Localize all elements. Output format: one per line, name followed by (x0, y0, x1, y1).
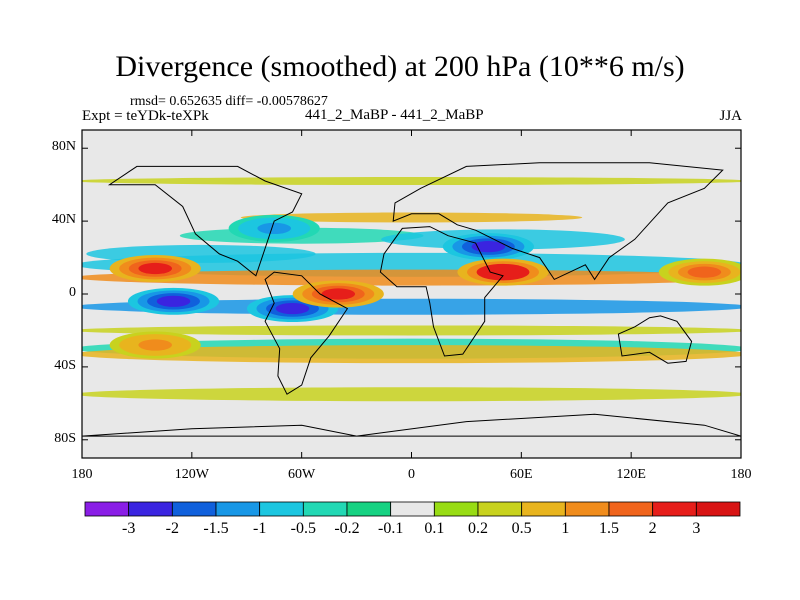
colorbar-swatch (390, 501, 435, 517)
colorbar-swatch (215, 501, 261, 517)
colorbar-swatch (84, 501, 130, 517)
central-asia-convergence-contour (471, 241, 506, 253)
coastline-5 (82, 413, 741, 437)
y-tick-label: 80S (54, 430, 76, 446)
west-pacific-divergence-contour (687, 266, 722, 278)
season-label: JJA (719, 108, 742, 124)
x-tick-label: 180 (730, 467, 752, 482)
x-tick-label: 180 (71, 467, 93, 482)
colorbar-swatch (171, 501, 217, 517)
field-band (240, 212, 583, 223)
y-tick-label: 80N (51, 139, 76, 155)
colorbar-swatch (433, 501, 479, 517)
run-label: 441_2_MaBP - 441_2_MaBP (305, 107, 484, 123)
y-tick-label: 40N (51, 212, 76, 228)
colorbar-swatch (477, 501, 523, 517)
colorbar-label: -3 (121, 520, 136, 537)
coastline-2 (617, 315, 693, 364)
colorbar-swatch (259, 501, 304, 517)
colorbar-label: -0.2 (334, 520, 360, 537)
field-band (82, 177, 741, 186)
tropical-east-pacific-convergence-contour (156, 295, 191, 307)
field-band (82, 387, 741, 402)
colorbar-label: -0.1 (377, 520, 404, 537)
tropical-atlantic-divergence-contour (321, 288, 356, 300)
field-band (82, 298, 741, 315)
coastline-0 (264, 271, 349, 395)
colorbar-label: 0.2 (468, 520, 488, 537)
x-tick-label: 120W (174, 467, 209, 482)
south-pacific-divergence-contour (138, 339, 173, 351)
chart-title: Divergence (smoothed) at 200 hPa (10**6 … (115, 50, 685, 83)
colorbar-label: -1.5 (203, 520, 229, 537)
y-tick-label: 0 (69, 285, 76, 300)
colorbar-swatch (564, 501, 610, 517)
north-pacific-convergence-contour (257, 222, 292, 234)
colorbar-swatch (302, 501, 348, 517)
coastline-3 (107, 165, 303, 277)
field-band (82, 325, 741, 336)
colorbar-label: 1.5 (599, 520, 619, 537)
colorbar-swatch (128, 501, 173, 517)
colorbar-label: 3 (692, 520, 701, 537)
colorbar-swatch (695, 501, 741, 517)
coastline-1 (379, 226, 504, 357)
colorbar-swatch (652, 501, 697, 517)
south-america-convergence-contour (275, 302, 310, 315)
stats-label: rmsd= 0.652635 diff= -0.00578627 (130, 94, 328, 109)
field-band (82, 269, 741, 286)
x-tick-label: 60E (510, 467, 533, 482)
central-pacific-divergence-contour (138, 262, 173, 275)
coastline-4 (392, 162, 724, 281)
colorbar-label: 0.1 (424, 520, 445, 537)
x-tick-label: 0 (408, 467, 415, 482)
colorbar-label: 0.5 (511, 520, 532, 537)
colorbar-label: 1 (561, 520, 570, 537)
asian-monsoon-divergence-contour (486, 266, 520, 278)
experiment-label: Expt = teYDk-teXPk (82, 108, 209, 124)
y-tick-label: 40S (54, 357, 76, 373)
colorbar-swatch (608, 501, 654, 517)
colorbar-label: -2 (165, 520, 179, 537)
colorbar-label: -0.5 (290, 520, 316, 537)
colorbar-label: 2 (648, 520, 657, 537)
colorbar-label: -1 (252, 520, 267, 537)
x-tick-label: 120E (616, 467, 646, 482)
colorbar-swatch (346, 501, 392, 517)
x-tick-label: 60W (288, 467, 316, 482)
colorbar-swatch (521, 501, 566, 517)
field-band (82, 345, 741, 364)
